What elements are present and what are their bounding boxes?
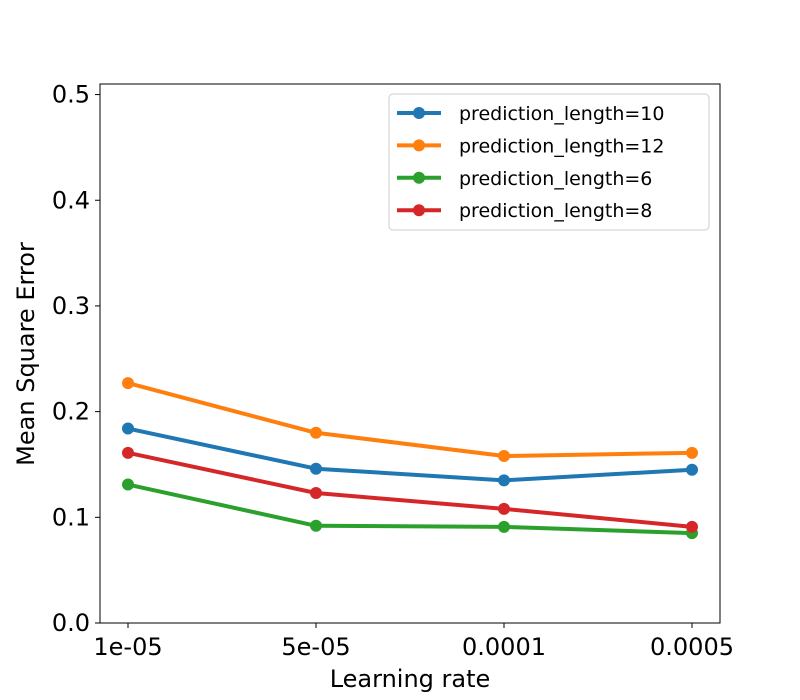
data-point — [498, 520, 510, 533]
data-point — [310, 519, 322, 532]
legend-label: prediction_length=6 — [459, 168, 652, 190]
y-tick-label: 0.3 — [52, 292, 90, 320]
x-tick-label: 0.0005 — [650, 633, 734, 661]
data-point — [686, 446, 698, 459]
legend-box — [388, 93, 710, 231]
y-tick-label: 0.0 — [52, 609, 90, 637]
data-point — [686, 463, 698, 476]
data-point — [122, 422, 134, 435]
y-tick-label: 0.5 — [52, 81, 90, 109]
legend-marker — [413, 139, 425, 152]
legend-marker — [413, 204, 425, 217]
x-tick-label: 5e-05 — [281, 633, 350, 661]
data-point — [122, 478, 134, 491]
data-point — [122, 377, 134, 390]
series-line — [126, 381, 694, 459]
data-point — [498, 502, 510, 515]
data-point — [498, 474, 510, 487]
legend-marker — [413, 171, 425, 184]
legend-label: prediction_length=8 — [459, 200, 652, 222]
plot-frame — [99, 83, 721, 624]
y-tick-label: 0.2 — [52, 398, 90, 426]
legend-marker — [413, 107, 425, 119]
y-tick-label: 0.1 — [52, 503, 90, 531]
legend: prediction_length=10 prediction_length=12… — [388, 93, 710, 231]
x-tick-label: 1e-05 — [93, 633, 162, 661]
data-point — [686, 520, 698, 533]
series-line — [126, 426, 694, 483]
y-axis-label: Mean Square Error — [12, 242, 40, 466]
data-point — [310, 487, 322, 500]
legend-label: prediction_length=12 — [459, 135, 664, 157]
x-tick-label: 0.0001 — [462, 633, 546, 661]
x-axis-label: Learning rate — [330, 665, 491, 693]
data-point — [122, 446, 134, 459]
series-line — [126, 450, 694, 529]
data-point — [310, 426, 322, 439]
data-point — [310, 462, 322, 475]
y-tick-label: 0.4 — [52, 186, 90, 214]
series-line — [126, 482, 694, 536]
data-point — [498, 450, 510, 463]
legend-label: prediction_length=10 — [459, 103, 664, 125]
